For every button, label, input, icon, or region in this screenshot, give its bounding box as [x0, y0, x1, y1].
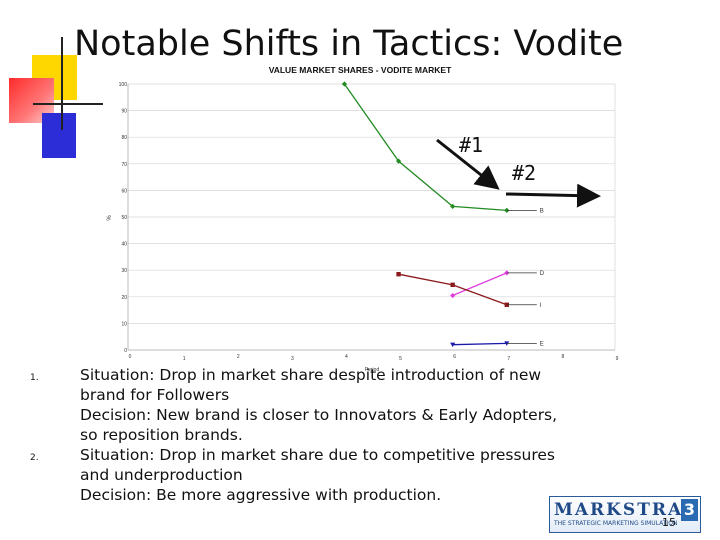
list-item-line: so reposition brands.	[80, 426, 243, 444]
markstrat-logo: MARKSTRAT 3 THE STRATEGIC MARKETING SIMU…	[549, 496, 701, 533]
data-point	[341, 81, 348, 87]
y-tick-label: 60	[121, 188, 127, 194]
list-item-number: 1.	[30, 373, 39, 383]
x-tick-label: 3	[291, 356, 294, 362]
list-item-line: brand for Followers	[80, 386, 230, 404]
y-tick-label: 20	[121, 295, 127, 301]
y-tick-label: 30	[121, 268, 127, 274]
data-point	[450, 342, 456, 348]
series-line-D	[452, 272, 508, 297]
data-point	[450, 282, 455, 288]
list-item-line: Situation: Drop in market share due to c…	[80, 446, 556, 464]
logo-tagline: THE STRATEGIC MARKETING SIMULATION	[554, 520, 678, 527]
list-item: 2. Situation: Drop in market share due t…	[30, 445, 680, 505]
list-item: 1. Situation: Drop in market share despi…	[30, 365, 680, 445]
x-axis-label: Period	[365, 367, 380, 373]
list-item-line: Situation: Drop in market share despite …	[80, 366, 542, 384]
series-label: E	[540, 341, 544, 347]
situation-decision-list: 1. Situation: Drop in market share despi…	[30, 365, 680, 505]
annotation-label-1: #1	[459, 133, 484, 157]
y-tick-label: 10	[121, 321, 127, 327]
y-axis-label: %	[107, 215, 113, 221]
list-item-line: and underproduction	[80, 466, 243, 484]
series-line-B	[343, 83, 507, 211]
slide-title: Notable Shifts in Tactics: Vodite	[74, 24, 624, 64]
series-label: B	[540, 208, 544, 214]
x-tick-label: 6	[453, 354, 456, 360]
list-item-number: 2.	[30, 453, 39, 463]
chart-title: VALUE MARKET SHARES - VODITE MARKET	[269, 65, 452, 75]
y-tick-label: 0	[124, 348, 127, 354]
y-tick-label: 40	[121, 242, 127, 248]
y-tick-label: 90	[121, 109, 127, 115]
data-point	[396, 271, 401, 277]
series-line-I	[398, 273, 508, 306]
x-tick-label: 5	[399, 356, 402, 362]
decorative-horizontal-line	[33, 103, 103, 105]
x-tick-label: 8	[561, 354, 564, 360]
decorative-blue-square	[42, 113, 76, 158]
logo-wordmark: MARKSTRAT	[554, 500, 697, 520]
data-point	[395, 158, 402, 164]
logo-number: 3	[681, 499, 698, 521]
x-tick-label: 0	[129, 354, 132, 360]
series-label: I	[540, 303, 542, 309]
x-tick-label: 2	[237, 354, 240, 360]
annotation-arrow-1	[436, 138, 500, 190]
list-item-line: Decision: Be more aggressive with produc…	[80, 486, 442, 504]
x-tick-label: 7	[507, 356, 510, 362]
annotation-arrow-2	[505, 183, 601, 208]
series-label: D	[540, 271, 545, 277]
decorative-vertical-line	[61, 37, 63, 130]
y-tick-label: 70	[121, 162, 127, 168]
y-tick-label: 100	[119, 82, 128, 88]
x-tick-label: 9	[616, 356, 619, 362]
x-tick-label: 1	[183, 356, 186, 362]
data-point	[450, 292, 456, 299]
series-line-E	[452, 342, 507, 346]
data-point	[450, 203, 456, 209]
y-tick-label: 80	[121, 135, 127, 141]
list-item-line: Decision: New brand is closer to Innovat…	[80, 406, 558, 424]
y-tick-label: 50	[121, 215, 127, 221]
annotation-label-2: #2	[512, 161, 537, 185]
x-tick-label: 4	[345, 354, 348, 360]
page-number: 15	[662, 516, 676, 529]
